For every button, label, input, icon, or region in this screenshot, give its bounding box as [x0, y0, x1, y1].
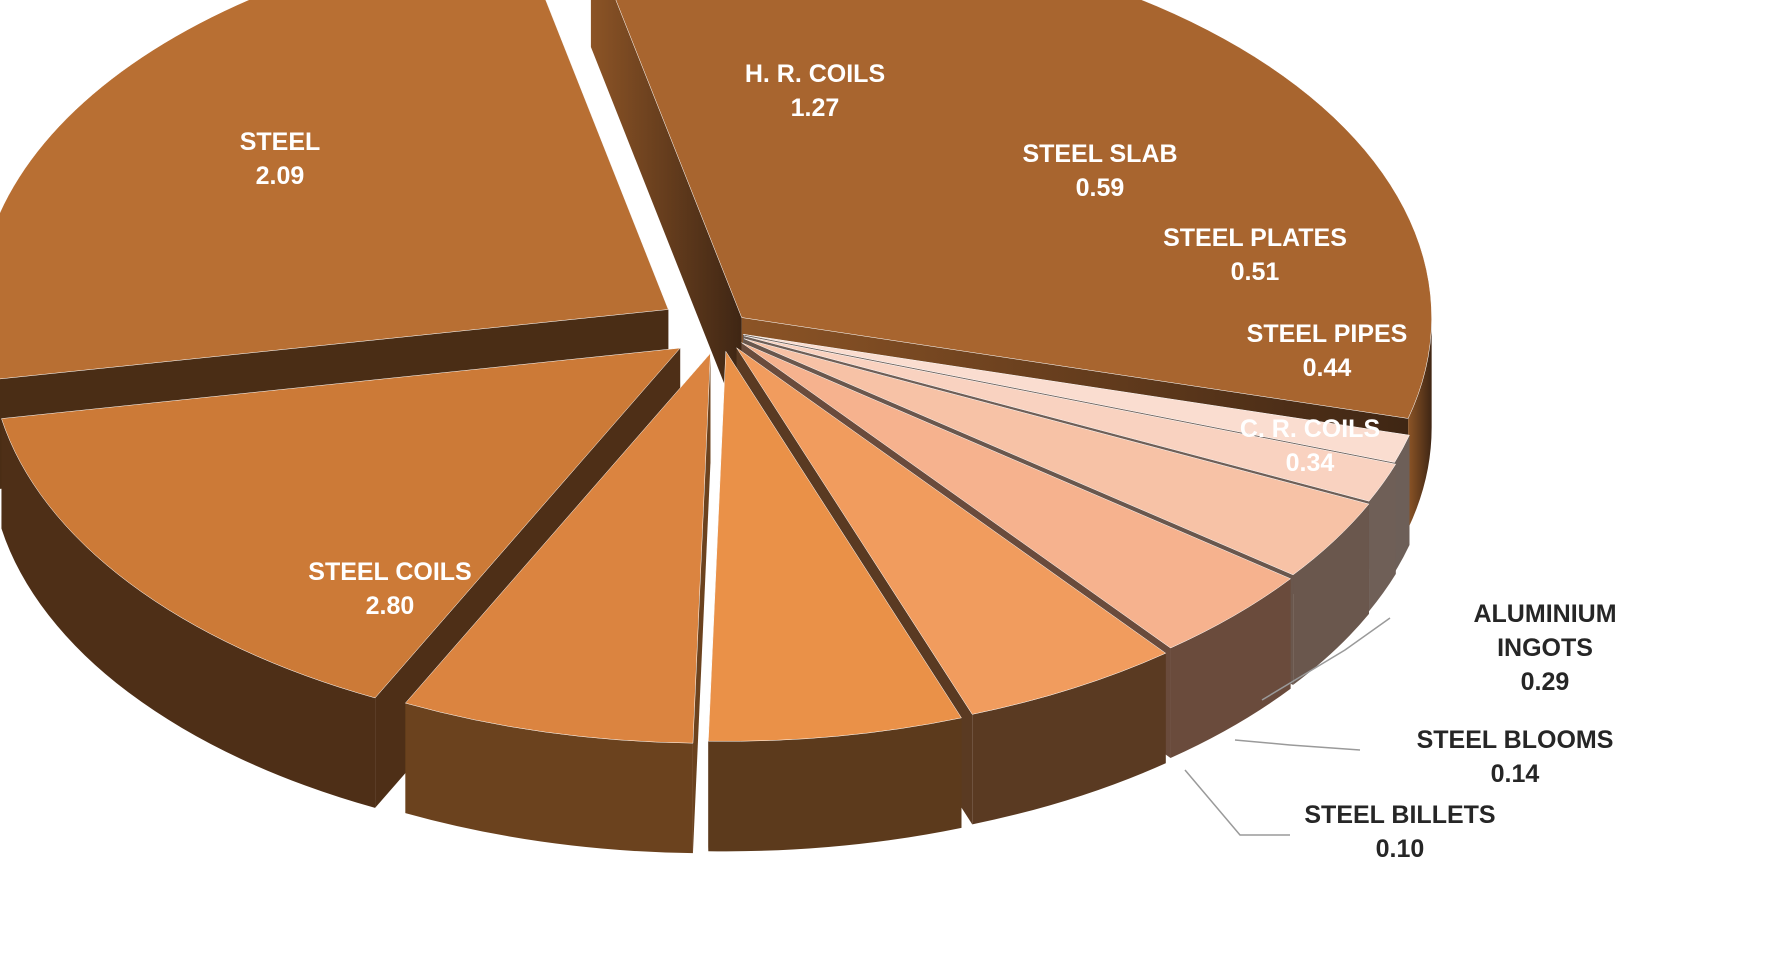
- slice-label-aluminium-ingots-2: INGOTS: [1497, 634, 1593, 662]
- slice-value-steel-blooms: 0.14: [1491, 760, 1540, 788]
- slice-rim-steel-plates-1: [708, 717, 962, 852]
- leader-line-aluminium-ingots: [1261, 617, 1391, 701]
- slice-label-h-r-coils: H. R. COILS: [745, 60, 885, 88]
- slice-rim-c-r-coils-1: [1170, 578, 1291, 759]
- slice-rim-steel-slab-1: [405, 703, 693, 854]
- slice-value-steel: 2.09: [256, 162, 305, 190]
- leader-lines: [1184, 617, 1391, 836]
- slice-steel-plates: [708, 350, 962, 742]
- slice-steel-coils: [615, 0, 1432, 419]
- leader-line-steel-blooms: [1234, 739, 1361, 751]
- slice-steel-billets: [742, 333, 1410, 463]
- slice-label-steel-slab: STEEL SLAB: [1022, 140, 1177, 168]
- slice-label-aluminium-ingots-1: ALUMINIUM: [1473, 600, 1616, 628]
- slice-value-steel-billets: 0.10: [1376, 835, 1425, 863]
- label-steel-plates: STEEL PLATES 0.51: [1163, 224, 1347, 286]
- slice-label-steel-coils: STEEL COILS: [308, 558, 471, 586]
- slice-steel: [0, 0, 669, 380]
- slice-label-steel: STEEL: [240, 128, 321, 156]
- pie-slices: [0, 0, 1432, 744]
- slice-value-steel-plates: 0.51: [1231, 258, 1280, 286]
- slice-label-steel-blooms: STEEL BLOOMS: [1417, 726, 1614, 754]
- slice-value-steel-slab: 0.59: [1076, 174, 1125, 202]
- slice-rim-steel-pipes-1: [972, 653, 1166, 825]
- slice-h-r-coils: [1, 347, 681, 699]
- label-steel-pipes: STEEL PIPES 0.44: [1247, 320, 1408, 382]
- leader-line-steel-billets: [1184, 769, 1290, 836]
- slice-steel-slab: [404, 352, 711, 744]
- slice-c-r-coils: [741, 342, 1292, 649]
- slice-labels: STEEL COILS 2.80 STEEL 2.09 H. R. COILS 1.27 S…: [240, 60, 1617, 863]
- label-steel-blooms: STEEL BLOOMS 0.14: [1417, 726, 1614, 788]
- slice-label-steel-pipes: STEEL PIPES: [1247, 320, 1408, 348]
- slice-rim-steel-coils-2: [1408, 317, 1432, 529]
- slice-value-aluminium-ingots: 0.29: [1521, 668, 1570, 696]
- slice-label-c-r-coils: C. R. COILS: [1240, 415, 1380, 443]
- label-c-r-coils: C. R. COILS 0.34: [1240, 415, 1380, 477]
- label-steel-billets: STEEL BILLETS 0.10: [1304, 801, 1495, 863]
- slice-aluminium-ingots: [743, 338, 1370, 576]
- slice-rim-aluminium-ingots-1: [1293, 504, 1369, 685]
- slice-rim-steel-billets-1: [1394, 435, 1410, 573]
- slice-steel-blooms: [744, 335, 1397, 502]
- slice-value-c-r-coils: 0.34: [1286, 449, 1335, 477]
- label-steel-slab: STEEL SLAB 0.59: [1022, 140, 1177, 202]
- label-h-r-coils: H. R. COILS 1.27: [745, 60, 885, 122]
- slice-wall-steel-coils-1: [590, 0, 742, 428]
- slice-value-h-r-coils: 1.27: [791, 94, 840, 122]
- label-aluminium-ingots: ALUMINIUM INGOTS 0.29: [1473, 600, 1616, 696]
- label-steel: STEEL 2.09: [240, 128, 321, 190]
- slice-value-steel-pipes: 0.44: [1303, 354, 1352, 382]
- slice-label-steel-plates: STEEL PLATES: [1163, 224, 1347, 252]
- slice-rim-steel-blooms-1: [1369, 464, 1396, 612]
- slice-rim-h-r-coils-1: [1, 418, 376, 808]
- slice-value-steel-coils: 2.80: [366, 592, 415, 620]
- slice-wall-steel-slab-1: [692, 353, 711, 854]
- slice-label-steel-billets: STEEL BILLETS: [1304, 801, 1495, 829]
- label-steel-coils: STEEL COILS 2.80: [308, 558, 471, 620]
- slice-steel-pipes: [736, 347, 1167, 715]
